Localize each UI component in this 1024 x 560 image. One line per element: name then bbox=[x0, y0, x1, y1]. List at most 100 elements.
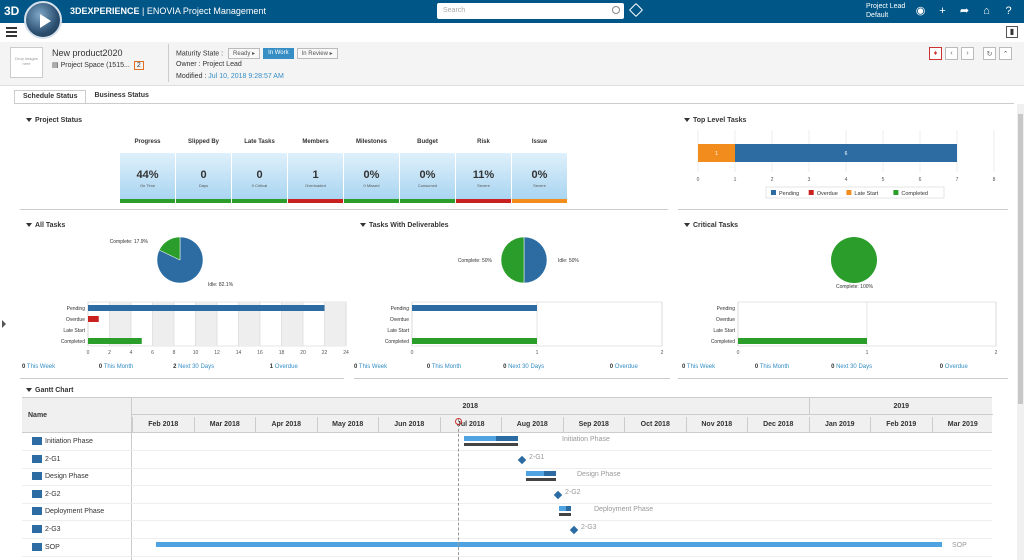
milestone-marker[interactable] bbox=[569, 525, 579, 535]
tab-schedule-status[interactable]: Schedule Status bbox=[14, 90, 87, 104]
task-icon bbox=[32, 472, 42, 481]
gantt-row[interactable]: 2-G1 2-G1 bbox=[22, 451, 992, 469]
gantt-bar[interactable] bbox=[464, 436, 518, 441]
kpi-box[interactable]: 0% Consumed bbox=[400, 153, 455, 203]
lifecycle-icon[interactable]: ♦ bbox=[929, 47, 942, 60]
tab-business-status[interactable]: Business Status bbox=[94, 92, 149, 99]
search-icon[interactable] bbox=[612, 6, 620, 14]
add-icon[interactable]: + bbox=[939, 4, 946, 17]
kpi-label: Budget bbox=[417, 139, 438, 145]
gantt-bar[interactable] bbox=[526, 471, 556, 477]
compass-icon[interactable] bbox=[24, 1, 62, 39]
link-this-month[interactable]: This Month bbox=[759, 364, 790, 370]
badge-count[interactable]: 2 bbox=[133, 61, 144, 70]
next-icon[interactable]: › bbox=[961, 47, 974, 60]
link-next-30-days[interactable]: Next 30 Days bbox=[836, 364, 873, 370]
tick-label: 2 bbox=[771, 177, 774, 183]
link-overdue[interactable]: Overdue bbox=[614, 364, 638, 370]
share-icon[interactable]: ➦ bbox=[959, 5, 970, 17]
prev-icon[interactable]: ‹ bbox=[945, 47, 958, 60]
kpi-milestones[interactable]: Milestones 0% 0 Missed bbox=[344, 139, 399, 203]
gantt-task-name[interactable]: 2-G3 bbox=[32, 525, 61, 533]
tick-label: 7 bbox=[956, 177, 959, 183]
bar-pending bbox=[735, 144, 957, 162]
vertical-scrollbar[interactable] bbox=[1017, 104, 1024, 560]
gantt-row[interactable]: 2-G3 2-G3 bbox=[22, 521, 992, 539]
gantt-row[interactable]: Design Phase Design Phase bbox=[22, 468, 992, 487]
kpi-box[interactable]: 0% Severe bbox=[512, 153, 567, 203]
state-ready-button[interactable]: Ready ▸ bbox=[228, 48, 261, 59]
gantt-bar-progress bbox=[496, 436, 518, 441]
gantt-bar-label: 2-G3 bbox=[581, 524, 597, 531]
section-project-status[interactable]: Project Status bbox=[26, 117, 82, 124]
state-inreview-button[interactable]: In Review ▸ bbox=[296, 48, 338, 59]
milestone-marker[interactable] bbox=[553, 490, 563, 500]
kpi-progress[interactable]: Progress 44% On Time bbox=[120, 139, 175, 203]
image-drop-zone[interactable]: Drop images here bbox=[10, 47, 43, 78]
kpi-risk[interactable]: Risk 11% Severe bbox=[456, 139, 511, 203]
pin-icon[interactable]: ▮ bbox=[1006, 26, 1018, 38]
gantt-task-name[interactable]: Design Phase bbox=[32, 472, 89, 481]
tick-label: 12 bbox=[214, 350, 220, 356]
link-this-month[interactable]: This Month bbox=[431, 364, 462, 370]
kpi-box[interactable]: 44% On Time bbox=[120, 153, 175, 203]
section-tasks-with-deliverables[interactable]: Tasks With Deliverables bbox=[360, 222, 449, 229]
search-input[interactable]: Search bbox=[437, 3, 624, 19]
link-this-month[interactable]: This Month bbox=[103, 364, 134, 370]
kpi-members[interactable]: Members 1 Overloaded bbox=[288, 139, 343, 203]
link-this-week[interactable]: This Week bbox=[26, 364, 56, 370]
gantt-task-name[interactable]: 2-G2 bbox=[32, 489, 61, 498]
state-inwork-button[interactable]: In Work bbox=[263, 48, 294, 59]
expand-left-icon[interactable] bbox=[2, 320, 6, 328]
tag-icon[interactable] bbox=[628, 2, 644, 18]
kpi-box[interactable]: 1 Overloaded bbox=[288, 153, 343, 203]
category-label: Overdue bbox=[66, 317, 85, 323]
user-icon[interactable]: ◉ bbox=[915, 5, 926, 17]
gantt-year: 2019 bbox=[808, 398, 993, 415]
gantt-row[interactable]: 2-G2 2-G2 bbox=[22, 486, 992, 504]
section-top-level-tasks[interactable]: Top Level Tasks bbox=[684, 117, 746, 124]
link-overdue[interactable]: Overdue bbox=[274, 364, 298, 370]
kpi-sub: On Time bbox=[139, 183, 156, 188]
link-this-week[interactable]: This Week bbox=[358, 364, 388, 370]
home-icon[interactable]: ⌂ bbox=[983, 4, 990, 17]
kpi-box[interactable]: 0% 0 Missed bbox=[344, 153, 399, 203]
gantt-row[interactable]: Initiation Phase Initiation Phase bbox=[22, 433, 992, 451]
kpi-late-tasks[interactable]: Late Tasks 0 0 Critical bbox=[232, 139, 287, 203]
link-next-30-days[interactable]: Next 30 Days bbox=[508, 364, 545, 370]
user-menu[interactable]: Project Lead Default bbox=[866, 3, 906, 19]
section-critical-tasks[interactable]: Critical Tasks bbox=[684, 222, 738, 229]
help-icon[interactable]: ? bbox=[1005, 4, 1012, 17]
task-icon bbox=[32, 542, 42, 551]
gantt-bar[interactable] bbox=[156, 541, 942, 547]
today-marker-icon[interactable] bbox=[455, 418, 462, 425]
link-this-week[interactable]: This Week bbox=[686, 364, 716, 370]
gantt-task-name[interactable]: SOP bbox=[32, 542, 60, 551]
gantt-row[interactable]: SOP SOP bbox=[22, 539, 992, 557]
kpi-label: Late Tasks bbox=[244, 139, 275, 145]
section-gantt-chart[interactable]: Gantt Chart bbox=[26, 387, 74, 394]
kpi-issue[interactable]: Issue 0% Severe bbox=[512, 139, 567, 203]
pie-label: Complete: 100% bbox=[836, 284, 874, 290]
category-label: Pending bbox=[717, 306, 736, 312]
menu-icon[interactable] bbox=[6, 27, 17, 37]
collapse-icon[interactable]: ⌃ bbox=[999, 47, 1012, 60]
kpi-budget[interactable]: Budget 0% Consumed bbox=[400, 139, 455, 203]
category-label: Pending bbox=[67, 306, 86, 312]
section-all-tasks[interactable]: All Tasks bbox=[26, 222, 65, 229]
kpi-box[interactable]: 0 0 Critical bbox=[232, 153, 287, 203]
link-next-30-days[interactable]: Next 30 Days bbox=[178, 364, 215, 370]
kpi-value: 1 bbox=[312, 169, 319, 181]
gantt-row[interactable]: Deployment Phase Deployment Phase bbox=[22, 503, 992, 522]
kpi-box[interactable]: 0 Days bbox=[176, 153, 231, 203]
gantt-task-name[interactable]: Initiation Phase bbox=[32, 437, 93, 445]
gantt-task-name[interactable]: Deployment Phase bbox=[32, 507, 104, 516]
link-overdue[interactable]: Overdue bbox=[944, 364, 968, 370]
milestone-marker[interactable] bbox=[517, 455, 527, 464]
gantt-bar[interactable] bbox=[559, 506, 571, 512]
refresh-icon[interactable]: ↻ bbox=[983, 47, 996, 60]
kpi-slipped-by[interactable]: Slipped By 0 Days bbox=[176, 139, 231, 203]
gantt-task-name[interactable]: 2-G1 bbox=[32, 454, 61, 463]
kpi-box[interactable]: 11% Severe bbox=[456, 153, 511, 203]
kpi-sub: Overloaded bbox=[305, 183, 326, 188]
